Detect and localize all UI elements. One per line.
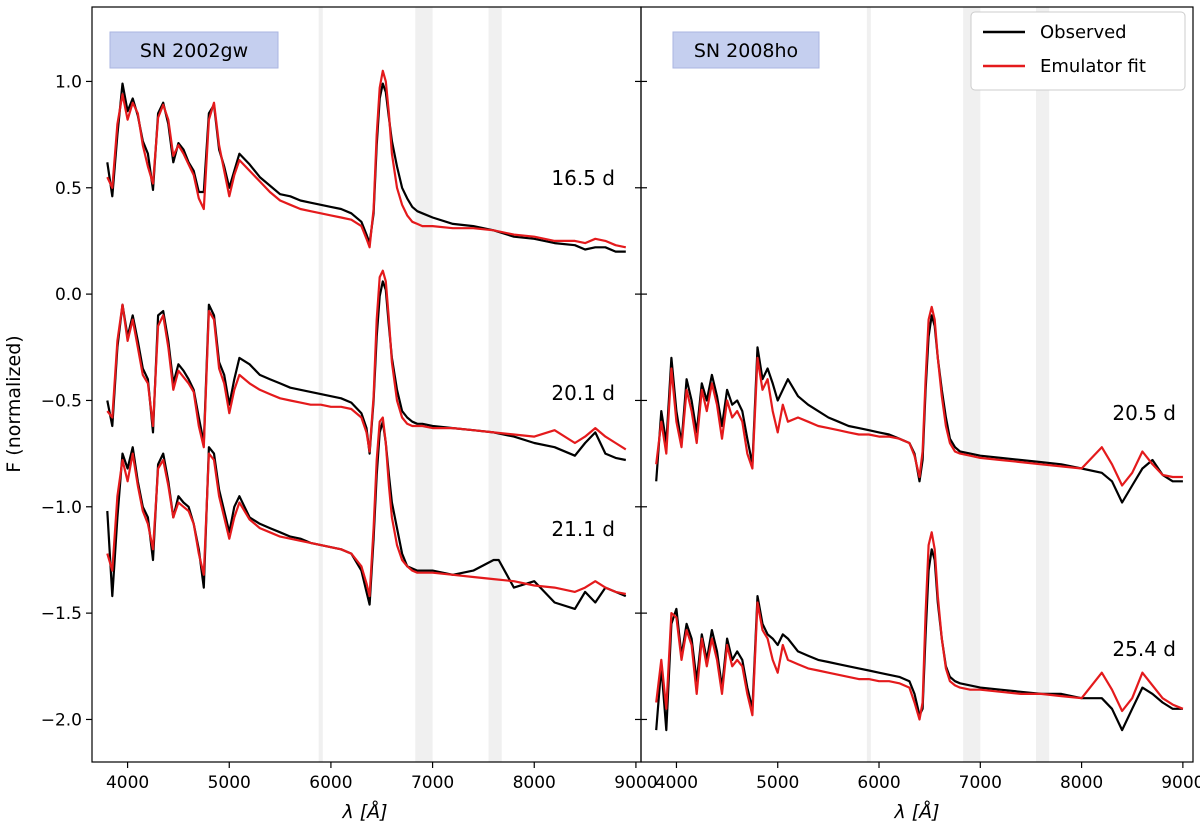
epoch-label: 20.5 d	[1112, 401, 1176, 425]
emulator-fit-line	[655, 531, 1184, 721]
series-lines	[655, 305, 1184, 732]
y-tick-label: 1.0	[55, 72, 82, 92]
y-tick-label: 0.0	[55, 285, 82, 305]
panel-title: SN 2002gw	[140, 40, 248, 62]
panel-sn-2002gw: 16.5 d 20.1 d 21.1 d 4000 5000 6000 7000 8000 90…	[41, 6, 658, 793]
x-tick-label: 5000	[756, 773, 799, 793]
telluric-band	[415, 7, 433, 762]
y-tick-label: 0.5	[55, 179, 82, 199]
x-axis-label-right: λ [Å]	[893, 800, 939, 823]
legend-label-observed: Observed	[1040, 22, 1127, 43]
emulator-fit-line	[106, 69, 627, 249]
legend-label-emulator: Emulator fit	[1040, 56, 1146, 77]
x-tick-label: 5000	[208, 773, 251, 793]
telluric-band	[488, 7, 502, 762]
panel-title-box	[672, 31, 820, 69]
x-tick-label: 4000	[655, 773, 698, 793]
y-tick-label: −1.0	[41, 498, 82, 518]
x-tick-label: 7000	[959, 773, 1002, 793]
epoch-label: 20.1 d	[551, 381, 615, 405]
epoch-label: 16.5 d	[551, 166, 615, 190]
legend: Observed Emulator fit	[970, 11, 1186, 91]
x-tick-label: 4000	[106, 773, 149, 793]
x-tick-label: 7000	[411, 773, 454, 793]
y-tick-label: −1.5	[41, 604, 82, 624]
series-lines	[106, 69, 627, 610]
emulator-fit-line	[106, 416, 627, 598]
observed-line	[655, 548, 1183, 732]
emulator-fit-line	[655, 305, 1183, 487]
telluric-band	[1036, 7, 1050, 762]
x-tick-label: 6000	[857, 773, 900, 793]
epoch-label: 25.4 d	[1112, 637, 1176, 661]
x-tick-label: 9000	[614, 773, 657, 793]
x-axis-label-left: λ [Å]	[341, 800, 387, 823]
observed-line	[655, 314, 1183, 504]
y-tick-label: −2.0	[41, 710, 82, 730]
panel-title-box	[109, 31, 279, 69]
observed-line	[106, 82, 626, 253]
emulator-fit-line	[106, 269, 627, 453]
panel-title: SN 2008ho	[694, 40, 798, 62]
x-tick-label: 9000	[1161, 773, 1200, 793]
telluric-band	[963, 7, 981, 762]
axes-frame	[640, 6, 1194, 763]
telluric-band	[318, 7, 323, 762]
epoch-label: 21.1 d	[551, 517, 615, 541]
panel-sn-2008ho: 20.5 d 25.4 d 4000 5000 6000 7000 8000 9000 SN 2…	[640, 6, 1200, 793]
y-axis-label: F (normalized)	[3, 335, 25, 472]
x-tick-label: 8000	[1060, 773, 1103, 793]
telluric-band	[866, 7, 871, 762]
y-tick-label: −0.5	[41, 391, 82, 411]
x-tick-label: 8000	[513, 773, 556, 793]
x-tick-label: 6000	[309, 773, 352, 793]
